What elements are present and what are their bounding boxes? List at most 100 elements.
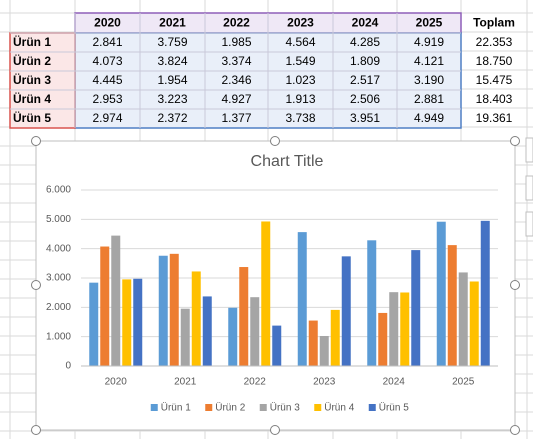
legend-swatch xyxy=(150,404,158,411)
cell-value: 1.954 xyxy=(157,73,187,87)
y-tick-label: 4.000 xyxy=(46,243,71,254)
row-label: Ürün 3 xyxy=(13,72,51,87)
cell-value: 4.949 xyxy=(414,111,444,125)
cell-value: 1.377 xyxy=(221,111,251,125)
chart-button[interactable] xyxy=(525,175,533,201)
x-tick-label: 2025 xyxy=(452,377,475,388)
bar xyxy=(158,255,168,366)
bar xyxy=(180,308,190,366)
bar xyxy=(436,221,446,366)
cell-value: 18.750 xyxy=(476,54,513,68)
resize-handle[interactable] xyxy=(510,280,520,290)
bar xyxy=(341,256,351,366)
bar xyxy=(389,292,399,366)
column-header: 2023 xyxy=(287,16,314,30)
cell-value: 1.985 xyxy=(221,35,251,49)
bar xyxy=(308,320,318,366)
x-tick-label: 2020 xyxy=(105,377,128,388)
cell-value: 4.285 xyxy=(350,35,380,49)
legend-label: Ürün 4 xyxy=(324,402,354,414)
bar xyxy=(133,278,143,366)
legend-swatch xyxy=(368,404,376,411)
bar xyxy=(228,307,238,366)
row-label: Ürün 1 xyxy=(13,34,51,49)
cell-value: 3.738 xyxy=(285,111,315,125)
column-header: 2025 xyxy=(416,16,443,30)
bar xyxy=(367,240,377,366)
bar xyxy=(122,279,132,366)
chart: Chart Title 0 1.000 2.000 3.000 4.000 5.000 6.… xyxy=(35,140,516,431)
y-tick-label: 0 xyxy=(65,361,71,372)
cell-value: 2.841 xyxy=(92,35,122,49)
cell-value: 4.564 xyxy=(285,35,315,49)
cell-value: 2.517 xyxy=(350,73,380,87)
column-header: 2021 xyxy=(159,16,186,30)
bar xyxy=(272,325,282,366)
cell-value: 2.372 xyxy=(157,111,187,125)
cell-value: 2.974 xyxy=(92,111,122,125)
resize-handle[interactable] xyxy=(31,280,41,290)
legend-swatch xyxy=(259,404,267,411)
resize-handle[interactable] xyxy=(270,136,280,146)
cell-value: 4.919 xyxy=(414,35,444,49)
cell-value: 3.824 xyxy=(157,54,187,68)
bar xyxy=(330,309,340,366)
chart-title: Chart Title xyxy=(251,153,324,170)
legend-swatch xyxy=(314,404,322,411)
resize-handle[interactable] xyxy=(510,136,520,146)
bar xyxy=(319,335,329,366)
bar xyxy=(411,250,421,366)
chart-button[interactable] xyxy=(525,137,533,163)
legend-label: Ürün 1 xyxy=(161,402,191,414)
y-tick-label: 1.000 xyxy=(46,331,71,342)
bar xyxy=(100,246,110,366)
resize-handle[interactable] xyxy=(510,425,520,435)
bar xyxy=(469,281,479,366)
x-tick-label: 2024 xyxy=(383,377,406,388)
row-label: Ürün 5 xyxy=(13,110,51,125)
x-tick-label: 2021 xyxy=(174,377,197,388)
cell-value: 3.759 xyxy=(157,35,187,49)
legend-label: Ürün 3 xyxy=(270,402,300,414)
cell-value: 18.403 xyxy=(476,92,513,106)
bar xyxy=(202,296,212,366)
row-label: Ürün 2 xyxy=(13,53,51,68)
bar xyxy=(250,297,260,366)
y-tick-label: 6.000 xyxy=(46,185,71,196)
cell-value: 1.023 xyxy=(285,73,315,87)
column-header: 2022 xyxy=(223,16,250,30)
column-header: Toplam xyxy=(473,16,515,30)
cell-value: 2.346 xyxy=(221,73,251,87)
bar xyxy=(400,292,410,366)
bar xyxy=(89,282,99,366)
cell-value: 3.190 xyxy=(414,73,444,87)
x-tick-label: 2022 xyxy=(244,377,267,388)
resize-handle[interactable] xyxy=(31,425,41,435)
cell-value: 4.121 xyxy=(414,54,444,68)
cell-value: 1.809 xyxy=(350,54,380,68)
cell-value: 4.073 xyxy=(92,54,122,68)
cell-value: 2.881 xyxy=(414,92,444,106)
cell-value: 2.953 xyxy=(92,92,122,106)
bar xyxy=(378,312,388,366)
resize-handle[interactable] xyxy=(31,136,41,146)
cell-value: 1.913 xyxy=(285,92,315,106)
y-tick-label: 2.000 xyxy=(46,302,71,313)
chart-button[interactable] xyxy=(525,211,533,237)
column-header: 2024 xyxy=(352,16,379,30)
cell-value: 3.951 xyxy=(350,111,380,125)
legend-label: Ürün 5 xyxy=(379,402,409,414)
column-header: 2020 xyxy=(94,16,121,30)
table: 2020 2021 2022 2023 2024 2025 Toplam Ürün 1 2.84… xyxy=(9,12,515,129)
bar xyxy=(111,235,121,366)
cell-value: 3.374 xyxy=(221,54,251,68)
legend-label: Ürün 2 xyxy=(215,402,245,414)
cell-value: 1.549 xyxy=(285,54,315,68)
y-tick-label: 3.000 xyxy=(46,273,71,284)
y-tick-label: 5.000 xyxy=(46,214,71,225)
cell-value: 3.223 xyxy=(157,92,187,106)
resize-handle[interactable] xyxy=(270,425,280,435)
bar xyxy=(297,232,307,366)
bar xyxy=(261,221,271,366)
